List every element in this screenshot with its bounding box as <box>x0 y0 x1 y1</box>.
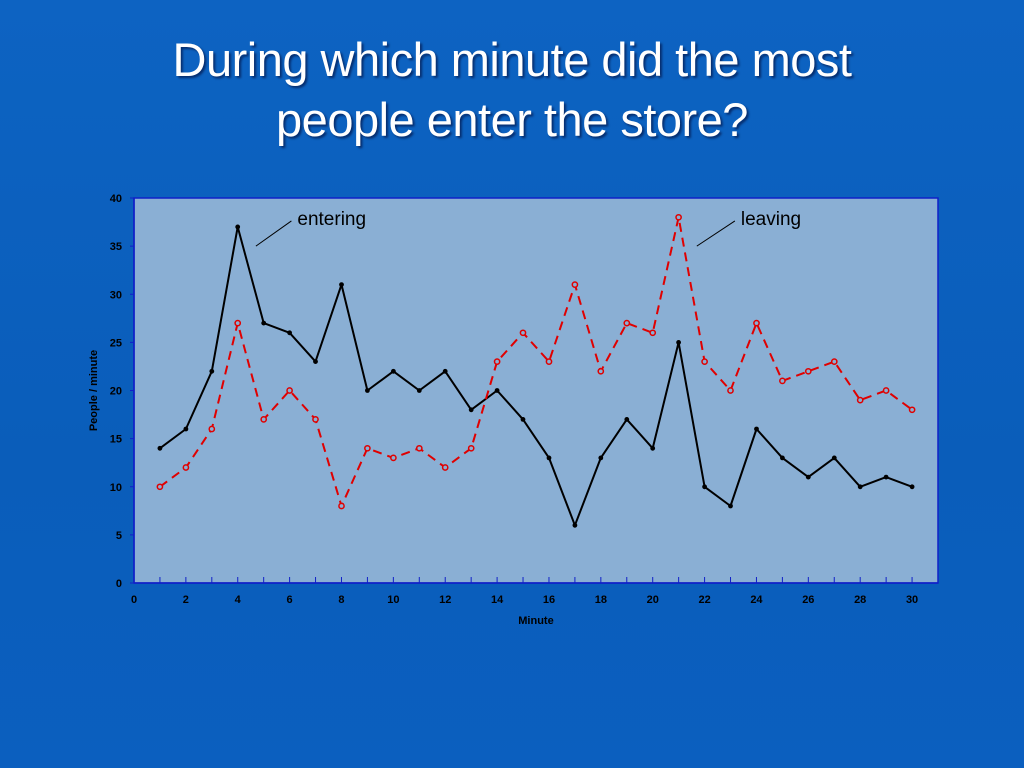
y-tick-label: 25 <box>110 337 122 349</box>
x-tick-label: 4 <box>235 594 242 606</box>
y-axis-title: People / minute <box>88 350 100 431</box>
x-axis-title: Minute <box>518 615 553 627</box>
slide-title-line-2: people enter the store? <box>276 93 748 146</box>
data-point-entering <box>909 484 915 490</box>
data-point-entering <box>650 445 656 451</box>
data-point-entering <box>728 503 733 509</box>
data-point-leaving <box>701 358 708 365</box>
data-point-leaving <box>623 319 631 327</box>
data-point-leaving <box>804 367 812 375</box>
data-point-leaving <box>390 454 397 462</box>
y-tick-label: 20 <box>110 386 122 398</box>
data-point-entering <box>416 388 422 393</box>
data-point-entering <box>883 474 889 480</box>
data-point-leaving <box>882 387 890 394</box>
annotation-leader-entering <box>255 220 292 247</box>
data-point-leaving <box>208 425 216 433</box>
data-point-entering <box>831 455 837 461</box>
data-point-entering <box>805 474 811 480</box>
data-point-leaving <box>830 358 838 365</box>
x-tick-label: 8 <box>338 594 344 606</box>
data-point-entering <box>494 388 500 393</box>
data-point-leaving <box>156 483 164 491</box>
x-tick-label: 2 <box>183 594 189 606</box>
data-point-entering <box>546 455 552 461</box>
data-point-entering <box>572 522 578 528</box>
data-point-leaving <box>312 416 319 423</box>
data-point-entering <box>780 455 785 461</box>
data-point-entering <box>235 224 241 230</box>
data-point-entering <box>702 484 707 490</box>
data-point-leaving <box>441 464 449 471</box>
data-point-entering <box>287 330 292 336</box>
data-point-entering <box>468 407 474 413</box>
data-point-entering <box>365 388 370 393</box>
data-point-entering <box>442 368 448 374</box>
data-point-leaving <box>519 329 527 337</box>
data-point-entering <box>676 340 681 345</box>
data-point-leaving <box>856 396 864 404</box>
data-point-leaving <box>675 213 682 221</box>
data-point-leaving <box>182 464 190 471</box>
data-point-leaving <box>260 416 268 423</box>
x-tick-label: 12 <box>439 594 451 606</box>
x-tick-label: 18 <box>595 594 607 606</box>
y-tick-label: 10 <box>110 482 122 494</box>
x-tick-label: 14 <box>491 594 504 606</box>
data-point-entering <box>391 368 396 374</box>
data-point-leaving <box>467 444 475 452</box>
data-point-leaving <box>779 377 786 385</box>
data-point-entering <box>754 426 759 432</box>
data-point-leaving <box>571 281 579 288</box>
x-tick-label: 20 <box>647 594 659 606</box>
slide-title: During which minute did the most people … <box>0 30 1024 150</box>
x-tick-label: 6 <box>287 594 293 606</box>
x-tick-label: 22 <box>698 594 710 606</box>
x-tick-label: 28 <box>854 594 866 606</box>
data-point-leaving <box>908 406 916 414</box>
annotation-leader-leaving <box>696 220 736 247</box>
x-tick-label: 16 <box>543 594 555 606</box>
data-point-leaving <box>727 387 734 394</box>
x-tick-label: 0 <box>131 594 137 606</box>
data-point-entering <box>157 445 163 451</box>
data-point-entering <box>857 484 863 490</box>
data-point-entering <box>183 426 189 432</box>
y-tick-label: 5 <box>116 530 122 542</box>
data-point-entering <box>624 417 630 422</box>
y-tick-label: 15 <box>110 434 122 446</box>
x-tick-label: 30 <box>906 594 918 606</box>
data-point-entering <box>339 282 344 287</box>
series-line-entering <box>159 225 913 527</box>
y-tick-label: 30 <box>110 289 122 301</box>
data-point-leaving <box>286 387 293 394</box>
data-point-entering <box>209 368 215 374</box>
data-point-leaving <box>415 444 423 452</box>
data-point-entering <box>520 417 526 422</box>
slide-title-line-1: During which minute did the most <box>172 33 852 86</box>
x-tick-label: 10 <box>387 594 399 606</box>
x-tick-label: 24 <box>750 594 763 606</box>
y-tick-label: 35 <box>110 241 122 253</box>
data-point-entering <box>261 320 267 326</box>
annotation-label-entering: entering <box>297 209 366 230</box>
y-tick-label: 0 <box>116 578 122 590</box>
data-point-entering <box>598 455 604 461</box>
data-point-leaving <box>597 367 605 375</box>
plot-area <box>133 197 939 584</box>
x-tick-label: 26 <box>802 594 814 606</box>
data-point-leaving <box>234 319 242 327</box>
data-point-leaving <box>364 444 371 452</box>
data-point-leaving <box>753 319 760 327</box>
series-line-leaving <box>159 216 913 507</box>
data-point-leaving <box>493 358 501 365</box>
data-point-leaving <box>545 358 553 365</box>
data-point-leaving <box>649 329 657 337</box>
data-point-entering <box>313 359 318 364</box>
data-point-leaving <box>338 502 345 510</box>
y-tick-label: 40 <box>110 193 122 205</box>
annotation-label-leaving: leaving <box>741 209 801 230</box>
